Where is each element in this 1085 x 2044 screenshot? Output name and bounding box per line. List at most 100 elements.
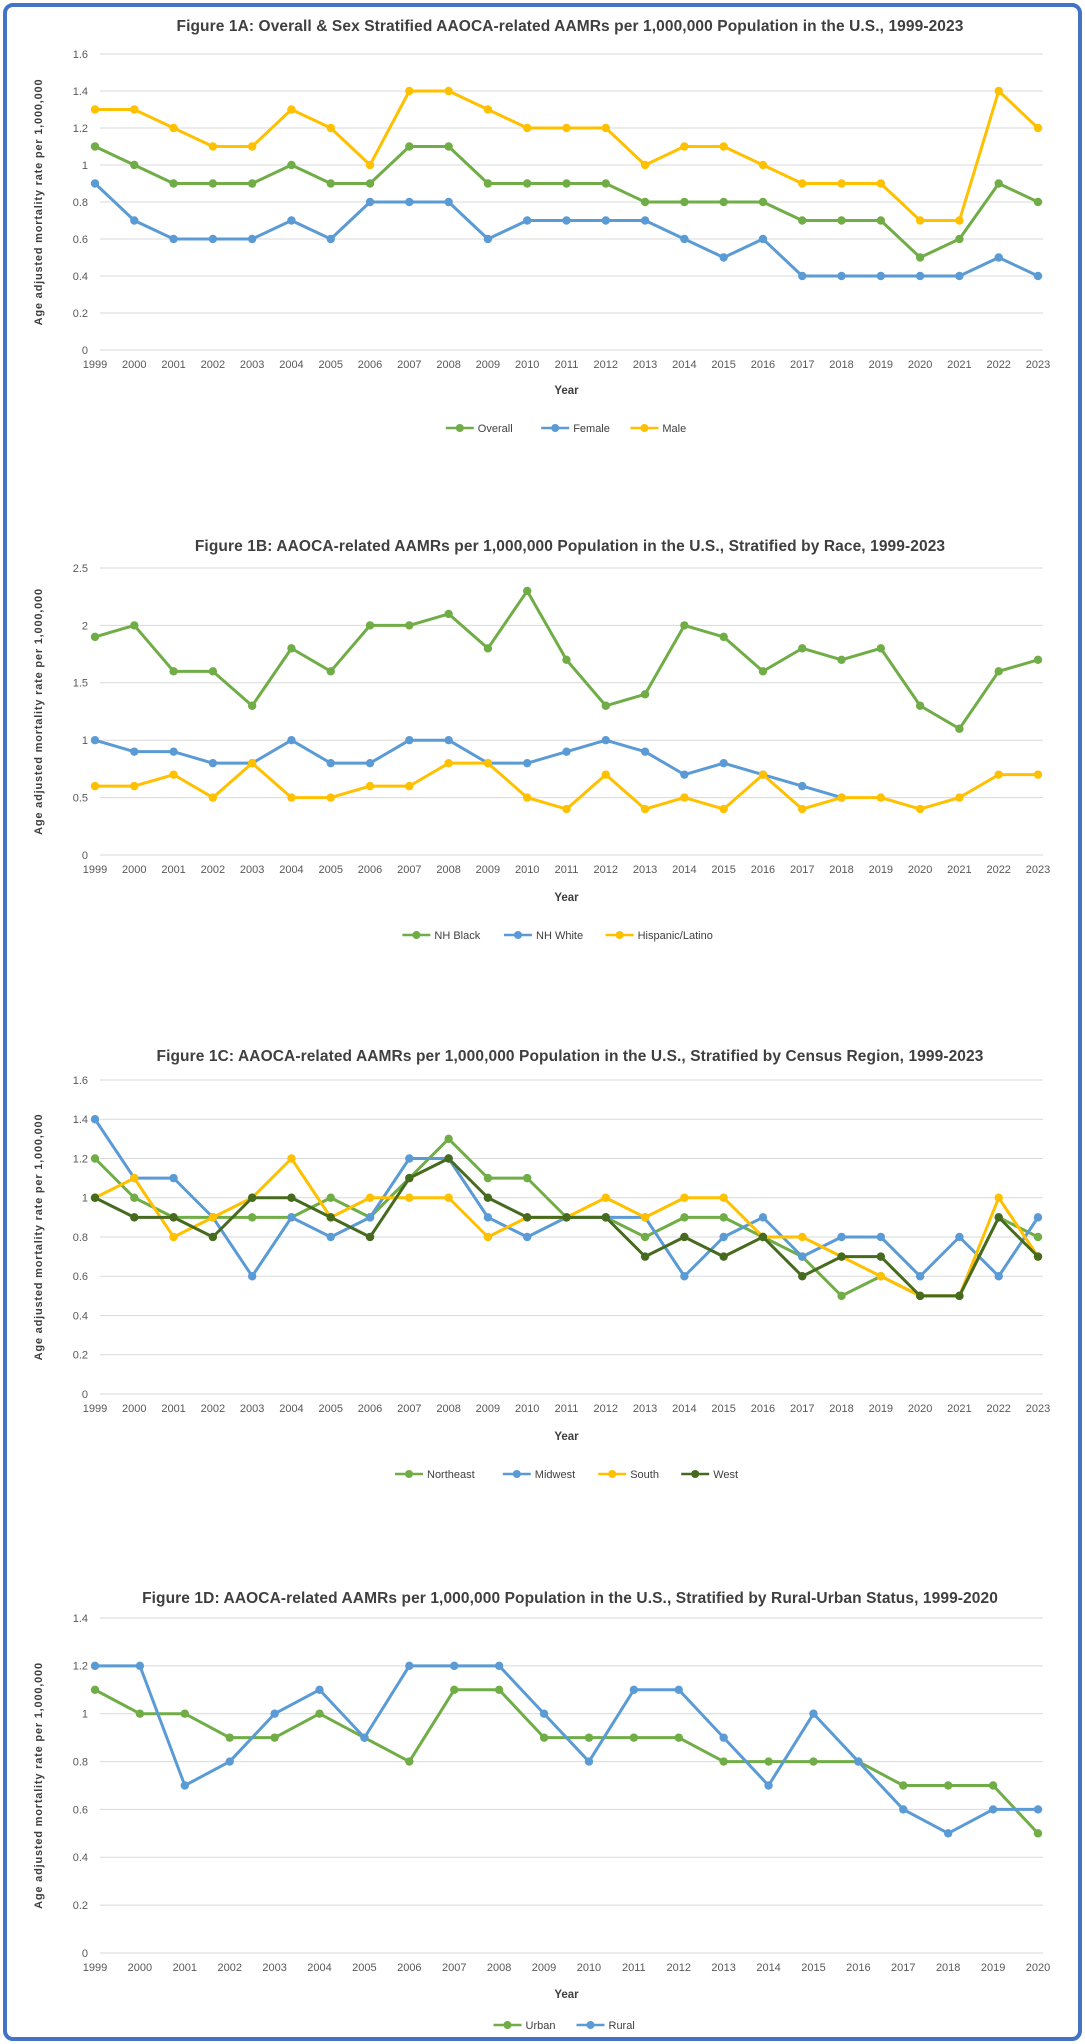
data-point — [483, 1193, 493, 1202]
data-point — [899, 1805, 908, 1814]
data-point — [444, 1134, 453, 1144]
figure-1a: Figure 1A: Overall & Sex Stratified AAOC… — [0, 0, 1085, 511]
data-point — [1033, 271, 1043, 281]
figure-1a-title: Figure 1A: Overall & Sex Stratified AAOC… — [176, 18, 964, 35]
data-point — [225, 1757, 234, 1766]
x-tick-label: 2018 — [936, 1962, 960, 1974]
data-point — [450, 1661, 459, 1671]
x-tick-label: 2014 — [672, 1403, 696, 1415]
y-axis-tick-labels: 0 0.2 0.4 0.6 0.8 1 1.2 1.4 1.6 — [73, 49, 88, 357]
data-point — [640, 690, 650, 699]
data-point — [764, 1757, 773, 1766]
x-tick-label: 2006 — [358, 359, 382, 371]
x-tick-label: 1999 — [83, 864, 107, 876]
x-tick-label: 2017 — [790, 359, 814, 371]
x-tick-label: 2015 — [711, 1403, 735, 1415]
data-point — [994, 667, 1003, 676]
y-tick-label: 0.2 — [73, 308, 88, 320]
data-point — [365, 179, 375, 188]
data-point — [719, 1733, 728, 1742]
data-point — [1033, 1829, 1043, 1838]
data-point — [798, 1272, 807, 1281]
legend-marker-icon — [586, 2021, 595, 2029]
data-point — [180, 1709, 190, 1718]
data-point — [562, 747, 571, 756]
data-point — [1033, 770, 1043, 779]
data-point — [994, 179, 1003, 188]
data-point — [90, 1661, 100, 1671]
data-point — [837, 179, 846, 188]
data-point — [640, 804, 650, 814]
y-tick-label: 1 — [82, 160, 88, 172]
y-tick-label: 1 — [82, 735, 88, 747]
x-tick-label: 2016 — [751, 1403, 775, 1415]
data-point — [837, 793, 846, 802]
data-point — [405, 621, 414, 630]
data-point — [640, 1252, 650, 1261]
y-axis-title: Age adjusted mortality rate per 1,000,00… — [33, 588, 45, 835]
data-point — [943, 1781, 953, 1790]
data-point — [405, 1757, 414, 1766]
data-point — [169, 1232, 178, 1242]
y-tick-label: 1.2 — [73, 1153, 88, 1165]
data-point — [365, 621, 375, 630]
data-point — [169, 667, 178, 676]
data-point — [247, 758, 257, 768]
legend-label: NH White — [536, 930, 583, 942]
legend-label: Midwest — [535, 1469, 575, 1481]
x-tick-label: 2015 — [801, 1962, 825, 1974]
x-tick-label: 2018 — [829, 359, 853, 371]
x-tick-label: 2019 — [869, 864, 893, 876]
x-tick-label: 2016 — [751, 864, 775, 876]
x-tick-label: 2012 — [594, 864, 618, 876]
data-point — [854, 1757, 863, 1766]
data-point — [1033, 123, 1043, 133]
data-point — [988, 1781, 998, 1790]
data-point — [680, 1232, 689, 1242]
y-tick-label: 0 — [82, 1948, 88, 1960]
legend-label: Urban — [526, 2020, 556, 2032]
data-point — [876, 179, 886, 188]
data-point — [247, 1193, 257, 1202]
y-tick-label: 0 — [82, 850, 88, 862]
x-tick-label: 2019 — [869, 359, 893, 371]
data-point — [405, 1661, 414, 1671]
data-point — [287, 793, 296, 802]
x-tick-label: 2020 — [1026, 1962, 1050, 1974]
y-tick-label: 0.8 — [73, 1232, 88, 1244]
data-point — [326, 179, 335, 188]
data-point — [601, 1193, 610, 1202]
data-point — [130, 1173, 139, 1183]
data-point — [287, 160, 296, 170]
data-point — [680, 197, 689, 207]
data-point — [994, 1213, 1003, 1222]
data-point — [208, 1213, 218, 1222]
x-tick-label: 2010 — [515, 359, 539, 371]
data-point — [758, 197, 768, 207]
legend-label: Male — [662, 423, 686, 435]
data-point — [450, 1685, 459, 1694]
x-tick-label: 2007 — [397, 1403, 421, 1415]
x-tick-label: 2021 — [947, 864, 971, 876]
data-point — [247, 142, 257, 151]
data-point — [287, 1213, 296, 1222]
data-point — [988, 1805, 998, 1814]
legend-label: NH Black — [434, 930, 480, 942]
data-point — [640, 216, 650, 225]
y-axis-title: Age adjusted mortality rate per 1,000,00… — [33, 79, 45, 326]
legend-marker-icon — [405, 1470, 413, 1478]
data-point — [523, 793, 532, 802]
data-point — [680, 1272, 689, 1281]
data-point — [719, 197, 728, 207]
x-axis-labels: 1999 2000 2001 2002 2003 2004 2005 2006 2007 2008… — [83, 864, 1050, 876]
x-tick-label: 2007 — [442, 1962, 466, 1974]
data-point — [483, 179, 493, 188]
x-tick-label: 2005 — [319, 359, 343, 371]
x-tick-label: 2011 — [555, 864, 579, 876]
x-tick-label: 2014 — [672, 359, 696, 371]
data-point — [405, 1154, 414, 1163]
data-point — [90, 736, 100, 745]
data-point — [539, 1709, 549, 1718]
x-tick-label: 2014 — [756, 1962, 780, 1974]
data-point — [483, 234, 493, 244]
